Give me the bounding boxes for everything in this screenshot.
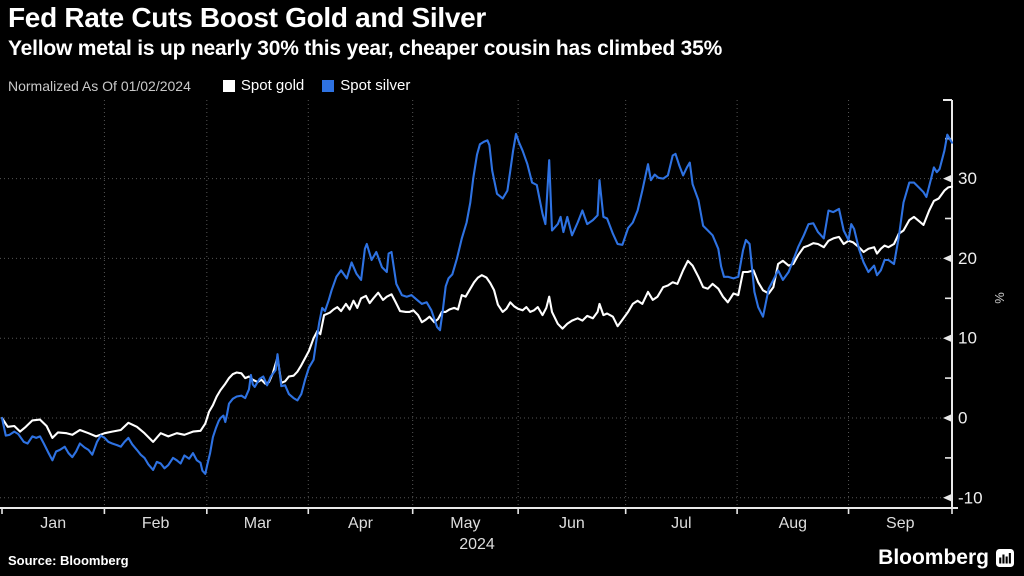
y-tick-label: -10: [958, 488, 983, 507]
month-label: Sep: [886, 515, 915, 532]
series-line-spot-silver: [0, 132, 954, 475]
y-major-tick: [943, 493, 952, 502]
y-tick-label: 10: [958, 329, 977, 348]
series-line-spot-gold: [0, 185, 954, 443]
y-major-tick: [943, 414, 952, 422]
bloomberg-logo: Bloomberg: [878, 546, 1014, 570]
y-major-tick: [943, 174, 952, 183]
month-label: Mar: [244, 515, 272, 532]
month-label: Apr: [348, 515, 374, 532]
legend-label-spot-gold: Spot gold: [240, 77, 305, 94]
source-note: Source: Bloomberg: [8, 553, 129, 568]
legend-label-spot-silver: Spot silver: [340, 77, 411, 94]
month-label: Aug: [779, 515, 807, 532]
page-title: Fed Rate Cuts Boost Gold and Silver: [8, 2, 487, 33]
month-label: Jun: [559, 515, 585, 532]
legend-items: Spot gold Spot silver: [222, 77, 410, 94]
bloomberg-logo-text: Bloomberg: [878, 546, 989, 569]
legend: Normalized As Of 01/02/2024 Spot gold Sp…: [8, 77, 410, 94]
gold-swatch-icon: [222, 79, 235, 92]
y-major-tick: [943, 334, 952, 343]
bloomberg-terminal-icon: [996, 549, 1014, 567]
year-label: 2024: [459, 536, 495, 553]
month-label: May: [450, 515, 480, 532]
silver-swatch-icon: [322, 79, 335, 92]
legend-item-spot-gold: Spot gold: [222, 77, 305, 94]
month-label: Jul: [671, 515, 691, 532]
y-major-tick: [943, 254, 952, 263]
y-tick-label: 20: [958, 249, 977, 268]
legend-item-spot-silver: Spot silver: [322, 77, 410, 94]
y-tick-label: 30: [958, 169, 977, 188]
month-label: Feb: [142, 515, 170, 532]
chart-subtitle: Yellow metal is up nearly 30% this year,…: [8, 37, 723, 60]
month-label: Jan: [40, 515, 66, 532]
legend-note: Normalized As Of 01/02/2024: [8, 77, 191, 94]
y-axis-unit: %: [992, 292, 1007, 304]
y-tick-label: 0: [958, 409, 967, 428]
